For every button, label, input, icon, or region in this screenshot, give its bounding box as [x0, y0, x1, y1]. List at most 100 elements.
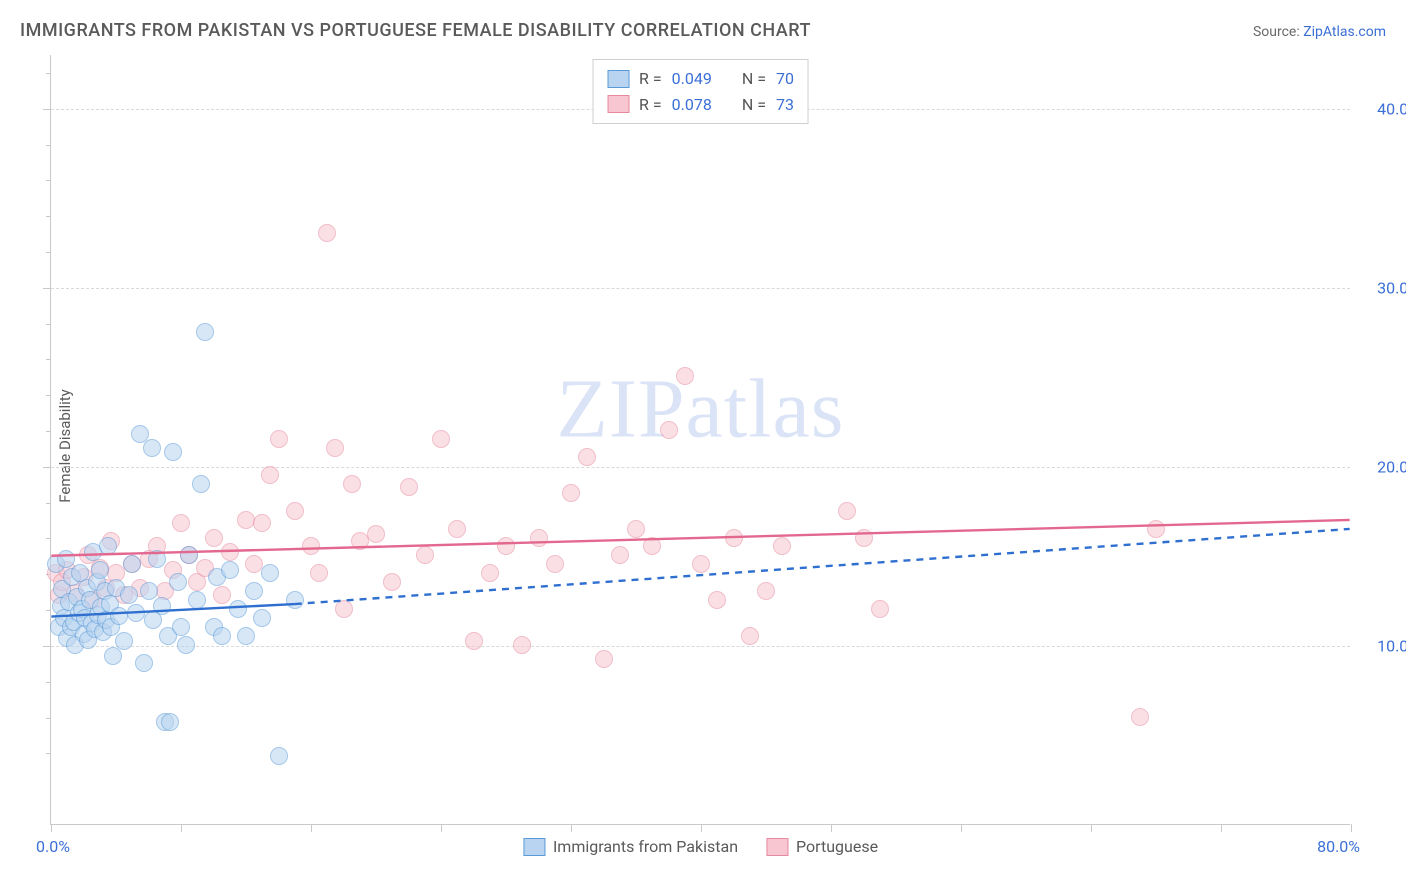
x-axis-max-label: 80.0%	[1317, 837, 1360, 856]
data-point-pink	[676, 367, 694, 385]
n-value-blue: 70	[776, 66, 794, 92]
n-label: N =	[742, 66, 766, 92]
n-value-pink: 73	[776, 92, 794, 118]
data-point-pink	[757, 582, 775, 600]
y-minor-tick	[46, 718, 51, 719]
y-minor-tick	[46, 610, 51, 611]
r-value-pink: 0.078	[672, 92, 712, 118]
x-tick	[311, 824, 312, 832]
r-value-blue: 0.049	[672, 66, 712, 92]
data-point-blue	[196, 323, 214, 341]
swatch-blue-icon	[607, 70, 629, 88]
data-point-pink	[221, 543, 239, 561]
data-point-pink	[513, 636, 531, 654]
data-point-blue	[229, 600, 247, 618]
y-tick	[43, 646, 51, 647]
data-point-blue	[245, 582, 263, 600]
data-point-blue	[135, 654, 153, 672]
data-point-blue	[177, 636, 195, 654]
data-point-pink	[318, 224, 336, 242]
watermark-text: ZIPatlas	[557, 360, 845, 457]
data-point-pink	[335, 600, 353, 618]
x-axis-min-label: 0.0%	[36, 837, 70, 856]
x-tick	[701, 824, 702, 832]
r-label: R =	[639, 92, 662, 118]
data-point-pink	[172, 514, 190, 532]
y-tick-label: 30.0%	[1360, 278, 1406, 297]
data-point-pink	[326, 439, 344, 457]
data-point-blue	[213, 627, 231, 645]
data-point-pink	[261, 466, 279, 484]
y-minor-tick	[46, 503, 51, 504]
data-point-pink	[855, 529, 873, 547]
data-point-blue	[91, 561, 109, 579]
data-point-pink	[1131, 708, 1149, 726]
data-point-blue	[143, 439, 161, 457]
regression-lines	[51, 55, 1350, 824]
source-label: Source:	[1253, 24, 1303, 40]
data-point-pink	[343, 475, 361, 493]
data-point-pink	[497, 537, 515, 555]
legend-item-blue: Immigrants from Pakistan	[523, 837, 738, 856]
data-point-pink	[253, 514, 271, 532]
data-point-pink	[237, 511, 255, 529]
data-point-pink	[708, 591, 726, 609]
data-point-pink	[416, 546, 434, 564]
x-tick	[1351, 824, 1352, 832]
r-label: R =	[639, 66, 662, 92]
data-point-pink	[871, 600, 889, 618]
data-point-blue	[161, 713, 179, 731]
data-point-blue	[127, 604, 145, 622]
data-point-pink	[773, 537, 791, 555]
data-point-pink	[310, 564, 328, 582]
y-minor-tick	[46, 324, 51, 325]
y-tick-label: 10.0%	[1360, 636, 1406, 655]
data-point-blue	[153, 597, 171, 615]
data-point-pink	[611, 546, 629, 564]
x-tick	[1221, 824, 1222, 832]
data-point-pink	[530, 529, 548, 547]
y-minor-tick	[46, 753, 51, 754]
data-point-blue	[140, 582, 158, 600]
chart-title: IMMIGRANTS FROM PAKISTAN VS PORTUGUESE F…	[20, 20, 811, 41]
data-point-pink	[578, 448, 596, 466]
data-point-pink	[627, 520, 645, 538]
swatch-pink-icon	[766, 838, 788, 856]
data-point-pink	[838, 502, 856, 520]
data-point-pink	[481, 564, 499, 582]
data-point-pink	[213, 586, 231, 604]
gridline	[51, 288, 1350, 289]
data-point-pink	[643, 537, 661, 555]
data-point-pink	[302, 537, 320, 555]
data-point-blue	[172, 618, 190, 636]
data-point-blue	[57, 550, 75, 568]
data-point-blue	[110, 607, 128, 625]
y-minor-tick	[46, 395, 51, 396]
x-tick	[961, 824, 962, 832]
data-point-pink	[205, 529, 223, 547]
y-minor-tick	[46, 682, 51, 683]
legend-label-blue: Immigrants from Pakistan	[553, 837, 738, 856]
n-label: N =	[742, 92, 766, 118]
data-point-blue	[270, 747, 288, 765]
data-point-pink	[400, 478, 418, 496]
data-point-pink	[741, 627, 759, 645]
x-tick	[831, 824, 832, 832]
scatter-plot-area: ZIPatlas R = 0.049 N = 70 R = 0.078 N = …	[50, 55, 1350, 825]
data-point-pink	[465, 632, 483, 650]
data-point-pink	[660, 421, 678, 439]
x-tick	[441, 824, 442, 832]
y-minor-tick	[46, 180, 51, 181]
source-link[interactable]: ZipAtlas.com	[1303, 24, 1386, 40]
legend-row-blue: R = 0.049 N = 70	[607, 66, 794, 92]
source-attribution: Source: ZipAtlas.com	[1253, 24, 1386, 40]
y-tick-label: 20.0%	[1360, 457, 1406, 476]
data-point-blue	[192, 475, 210, 493]
data-point-blue	[169, 573, 187, 591]
data-point-pink	[546, 555, 564, 573]
data-point-pink	[448, 520, 466, 538]
data-point-blue	[99, 537, 117, 555]
correlation-legend: R = 0.049 N = 70 R = 0.078 N = 73	[592, 59, 809, 124]
data-point-blue	[253, 609, 271, 627]
y-tick	[43, 467, 51, 468]
